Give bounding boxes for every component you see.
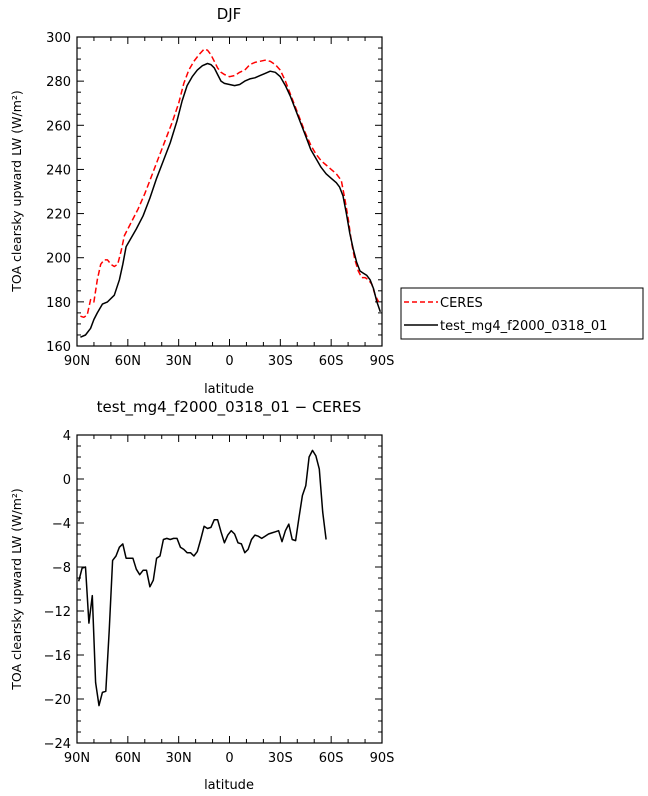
- top-x-tick-label: 0: [225, 354, 233, 369]
- top-y-tick-label: 160: [46, 340, 71, 355]
- bottom-x-tick-label: 0: [225, 751, 233, 766]
- top-y-tick-label: 280: [46, 75, 71, 90]
- top-y-ticks: 160 180 200 220 240 260 280 300: [46, 31, 382, 355]
- top-series-line-ceres: [80, 48, 380, 319]
- bottom-y-tick-label: −4: [52, 517, 71, 532]
- bottom-y-tick-label: −20: [44, 693, 71, 708]
- top-y-tick-label: 300: [46, 31, 71, 46]
- bottom-panel: test_mg4_f2000_0318_01 − CERES 90N 60N 30N…: [9, 398, 394, 793]
- bottom-y-axis-label: TOA clearsky upward LW (W/m²): [9, 488, 24, 691]
- bottom-chart-title: test_mg4_f2000_0318_01 − CERES: [97, 398, 362, 417]
- top-y-axis-label: TOA clearsky upward LW (W/m²): [9, 90, 24, 293]
- top-chart-title: DJF: [217, 5, 242, 23]
- bottom-x-axis-label: latitude: [204, 778, 254, 793]
- top-series-lines: [80, 48, 382, 338]
- bottom-x-tick-label: 60N: [115, 751, 141, 766]
- top-x-tick-label: 30N: [166, 354, 192, 369]
- bottom-y-ticks: −24 −20 −16 −12 −8 −4 0 4: [44, 429, 382, 752]
- bottom-plot-frame: [76, 434, 383, 744]
- top-x-tick-label: 90S: [370, 354, 395, 369]
- bottom-x-tick-label: 60S: [319, 751, 344, 766]
- bottom-x-tick-label: 90N: [64, 751, 90, 766]
- bottom-x-tick-label: 90S: [370, 751, 395, 766]
- top-y-tick-label: 240: [46, 163, 71, 178]
- top-y-tick-label: 260: [46, 119, 71, 134]
- top-x-tick-label: 30S: [268, 354, 293, 369]
- bottom-x-tick-label: 30S: [268, 751, 293, 766]
- top-x-tick-label: 60S: [319, 354, 344, 369]
- top-x-ticks: 90N 60N 30N 0 30S 60S 90S: [64, 37, 395, 369]
- top-plot-frame: [76, 36, 383, 347]
- bottom-x-tick-label: 30N: [166, 751, 192, 766]
- top-y-tick-label: 220: [46, 208, 71, 223]
- bottom-y-tick-label: −16: [44, 649, 71, 664]
- bottom-y-tick-label: −12: [44, 605, 71, 620]
- top-x-tick-label: 90N: [64, 354, 90, 369]
- legend: CERES test_mg4_f2000_0318_01: [400, 287, 644, 340]
- bottom-x-ticks: 90N 60N 30N 0 30S 60S 90S: [64, 435, 395, 766]
- bottom-series-lines: [77, 449, 327, 707]
- bottom-y-tick-label: −24: [44, 737, 71, 752]
- top-x-axis-label: latitude: [204, 382, 254, 397]
- top-panel: DJF 90N 60N 30N 0 30S 60S 90S 160 180 200 220 240 2…: [9, 5, 644, 397]
- top-x-tick-label: 60N: [115, 354, 141, 369]
- legend-label-model: test_mg4_f2000_0318_01: [440, 319, 607, 334]
- bottom-y-tick-label: 4: [63, 429, 71, 444]
- top-series-line-test-mg4-f2000-0318-01: [80, 62, 382, 338]
- top-y-tick-label: 200: [46, 252, 71, 267]
- bottom-y-tick-label: −8: [52, 561, 71, 576]
- legend-label-ceres: CERES: [440, 296, 483, 311]
- top-y-tick-label: 180: [46, 296, 71, 311]
- bottom-series-line-difference: [77, 449, 327, 707]
- legend-box: [400, 287, 644, 340]
- bottom-y-tick-label: 0: [63, 473, 71, 488]
